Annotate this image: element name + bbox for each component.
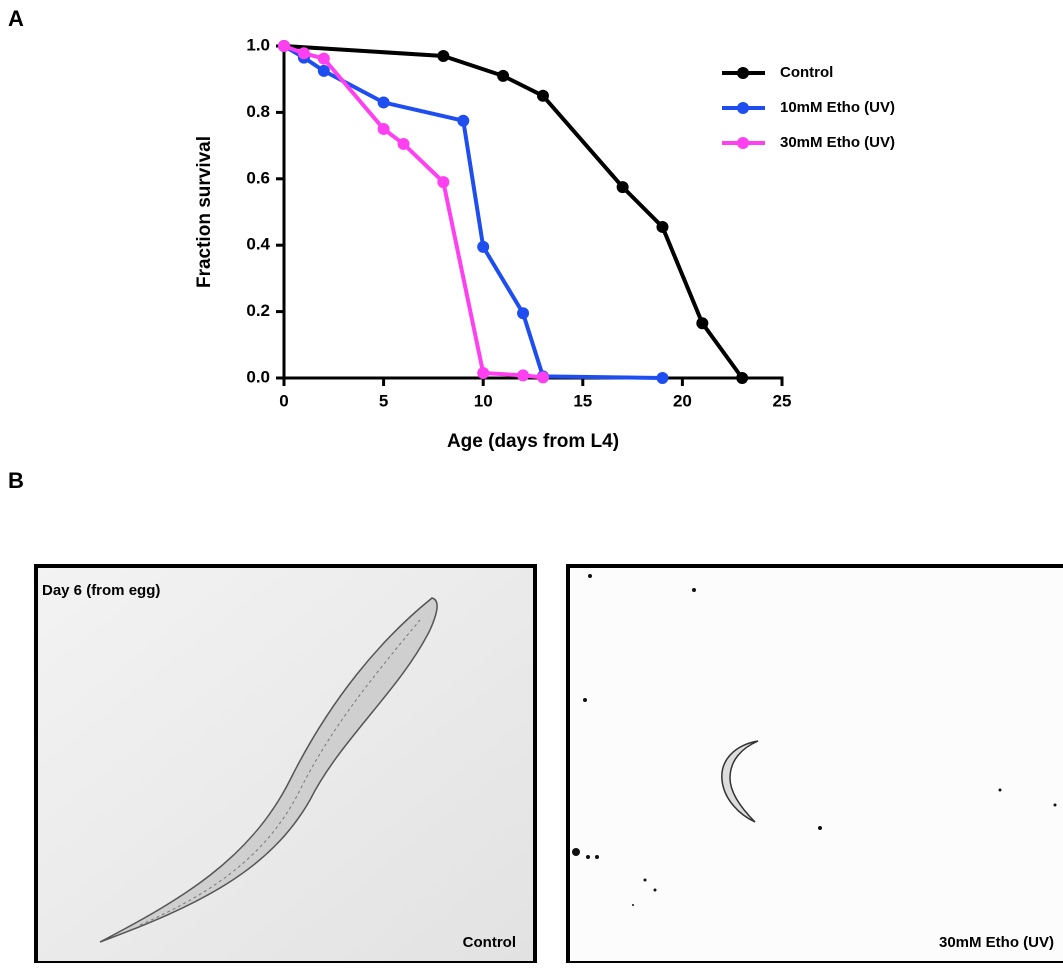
y-axis-label: Fraction survival	[194, 136, 215, 288]
data-point	[536, 371, 549, 384]
micrograph	[566, 564, 1063, 965]
x-tick-label: 10	[474, 391, 493, 410]
debris	[572, 574, 1057, 906]
image-caption: Control	[463, 934, 516, 951]
legend-label: 10mM Etho (UV)	[780, 99, 895, 116]
data-point	[437, 49, 450, 62]
data-point	[297, 47, 310, 60]
data-point	[397, 137, 410, 150]
x-axis-label: Age (days from L4)	[447, 431, 619, 452]
legend-label: 30mM Etho (UV)	[780, 134, 895, 151]
worm	[99, 597, 438, 943]
data-point	[437, 176, 450, 189]
y-tick-label: 0.8	[246, 102, 270, 121]
x-tick-label: 20	[673, 391, 692, 410]
data-point	[457, 114, 470, 127]
series-line	[283, 44, 744, 380]
micrograph	[34, 564, 537, 965]
data-point	[497, 69, 510, 82]
x-tick-label: 0	[279, 391, 288, 410]
data-point	[317, 64, 330, 77]
data-point	[536, 89, 549, 102]
image-label: Day 6 (from egg)	[42, 582, 160, 599]
x-tick-label: 5	[379, 391, 388, 410]
data-point	[477, 367, 490, 380]
data-point	[656, 372, 669, 384]
y-tick-label: 1.0	[246, 35, 270, 54]
plot: 0.0 0.2 0.4 0.6 0.8 1.0 0 5 10 15 20 25 Control 10mM …	[246, 35, 895, 410]
data-point	[377, 123, 390, 135]
panel-label: A	[8, 6, 24, 31]
legend-marker	[737, 137, 749, 149]
data-point	[656, 220, 669, 233]
data-point	[317, 52, 330, 65]
legend-marker	[737, 67, 749, 79]
data-point	[278, 40, 290, 52]
legend-label: Control	[780, 64, 833, 81]
x-tick-label: 25	[773, 391, 792, 410]
data-point	[517, 369, 530, 382]
y-tick-label: 0.2	[246, 301, 270, 320]
worm	[721, 740, 759, 823]
data-point	[736, 372, 749, 384]
y-tick-label: 0.4	[246, 235, 270, 254]
series-line	[283, 44, 544, 380]
panel-label: B	[8, 468, 24, 493]
x-tick-label: 15	[573, 391, 592, 410]
legend-marker	[737, 102, 749, 114]
image-caption: 30mM Etho (UV)	[939, 934, 1054, 951]
data-point	[517, 307, 530, 320]
data-point	[477, 240, 490, 253]
data-point	[616, 181, 629, 194]
worm-detail	[139, 619, 421, 926]
data-point	[377, 96, 390, 109]
data-point	[696, 317, 709, 330]
y-tick-label: 0.0	[246, 367, 270, 386]
y-tick-label: 0.6	[246, 168, 270, 187]
